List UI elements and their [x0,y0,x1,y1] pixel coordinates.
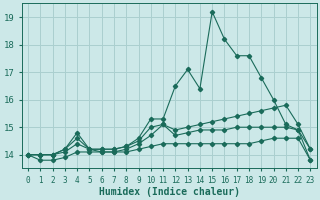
X-axis label: Humidex (Indice chaleur): Humidex (Indice chaleur) [99,186,240,197]
